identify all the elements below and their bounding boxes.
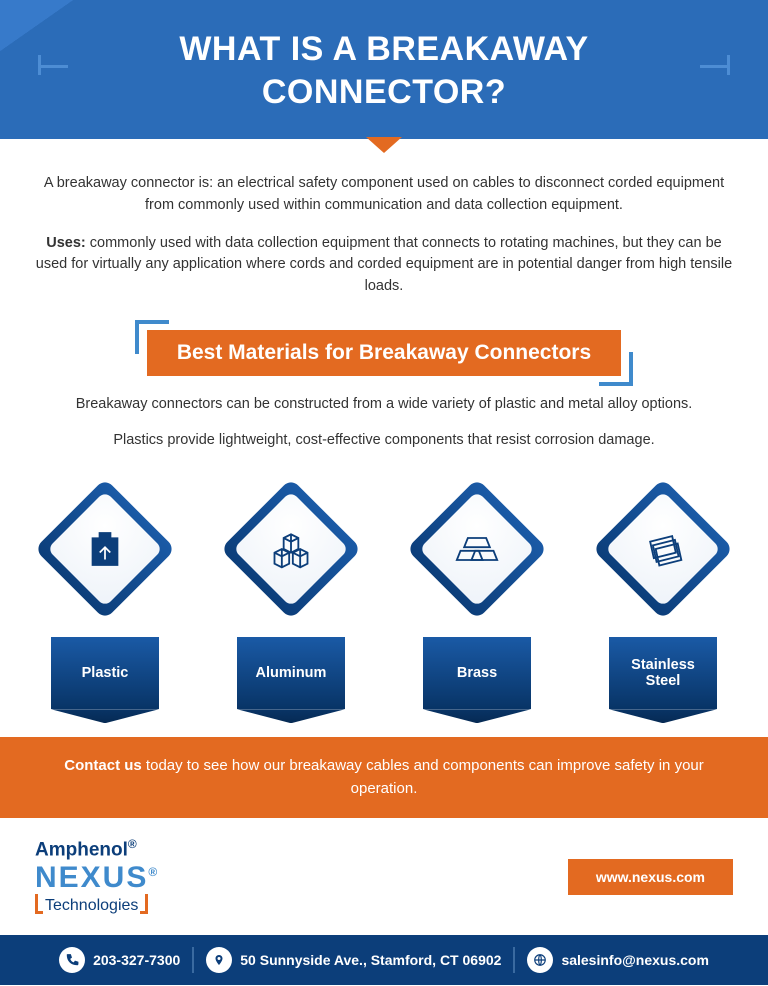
- card-top: [402, 485, 552, 571]
- phone-text: 203-327-7300: [93, 952, 180, 968]
- uses-body: commonly used with data collection equip…: [36, 235, 732, 295]
- registered-mark: ®: [128, 837, 137, 851]
- diamond-inner: [605, 491, 721, 607]
- registered-mark: ®: [148, 865, 159, 879]
- card-label: Aluminum: [237, 637, 345, 709]
- boxes-icon: [269, 527, 313, 571]
- website-button[interactable]: www.nexus.com: [568, 859, 733, 895]
- globe-icon: [527, 947, 553, 973]
- brand-nexus-text: NEXUS: [35, 861, 148, 894]
- card-top: [30, 485, 180, 571]
- address-item: 50 Sunnyside Ave., Stamford, CT 06902: [206, 947, 501, 973]
- brand-tech-text: Technologies: [45, 897, 138, 914]
- brand-amphenol-text: Amphenol: [35, 840, 128, 861]
- website-label: www.nexus.com: [596, 869, 705, 885]
- sheets-icon: [641, 527, 685, 571]
- brand-nexus: NEXUS®: [35, 861, 159, 894]
- uses-label: Uses:: [46, 235, 86, 251]
- bag-icon: [84, 528, 126, 570]
- diamond-shape: [592, 479, 733, 620]
- section-banner-wrap: Best Materials for Breakaway Connectors: [0, 330, 768, 376]
- cta-strong: Contact us: [64, 757, 142, 774]
- header: WHAT IS A BREAKAWAY CONNECTOR?: [0, 0, 768, 139]
- bracket-right-icon: [140, 894, 148, 914]
- card-top: [588, 485, 738, 571]
- diamond-inner: [419, 491, 535, 607]
- diamond-shape: [34, 479, 175, 620]
- card-label-text: Stainless Steel: [615, 657, 711, 689]
- intro-block: A breakaway connector is: an electrical …: [0, 155, 768, 320]
- material-card-plastic: Plastic: [25, 485, 185, 709]
- phone-item[interactable]: 203-327-7300: [59, 947, 180, 973]
- diamond-inner: [233, 491, 349, 607]
- bracket-top-left-icon: [135, 320, 169, 354]
- email-text: salesinfo@nexus.com: [561, 952, 708, 968]
- phone-icon: [59, 947, 85, 973]
- bracket-left-icon: [35, 894, 43, 914]
- diamond-shape: [220, 479, 361, 620]
- materials-intro: Breakaway connectors can be constructed …: [0, 394, 768, 452]
- materials-line2: Plastics provide lightweight, cost-effec…: [30, 430, 738, 452]
- page-title: WHAT IS A BREAKAWAY CONNECTOR?: [60, 28, 708, 113]
- contact-footer: 203-327-7300 50 Sunnyside Ave., Stamford…: [0, 935, 768, 985]
- email-item[interactable]: salesinfo@nexus.com: [527, 947, 708, 973]
- header-notch-icon: [366, 137, 402, 153]
- bracket-bottom-right-icon: [599, 352, 633, 386]
- divider-icon: [192, 947, 194, 973]
- material-card-stainless-steel: Stainless Steel: [583, 485, 743, 709]
- material-card-brass: Brass: [397, 485, 557, 709]
- section-banner: Best Materials for Breakaway Connectors: [147, 330, 621, 376]
- material-card-aluminum: Aluminum: [211, 485, 371, 709]
- section-banner-label: Best Materials for Breakaway Connectors: [177, 341, 591, 364]
- card-top: [216, 485, 366, 571]
- brand-technologies: Technologies: [35, 894, 159, 915]
- address-text: 50 Sunnyside Ave., Stamford, CT 06902: [240, 952, 501, 968]
- cta-banner: Contact us today to see how our breakawa…: [0, 737, 768, 818]
- card-label: Plastic: [51, 637, 159, 709]
- card-label: Stainless Steel: [609, 637, 717, 709]
- brand-row: Amphenol® NEXUS® Technologies www.nexus.…: [0, 818, 768, 935]
- cta-rest: today to see how our breakaway cables an…: [142, 757, 704, 797]
- diamond-shape: [406, 479, 547, 620]
- divider-icon: [513, 947, 515, 973]
- brand-amphenol: Amphenol®: [35, 838, 159, 861]
- diamond-inner: [47, 491, 163, 607]
- materials-line1: Breakaway connectors can be constructed …: [30, 394, 738, 416]
- definition-text: A breakaway connector is: an electrical …: [30, 173, 738, 217]
- location-icon: [206, 947, 232, 973]
- ingots-icon: [454, 527, 500, 571]
- materials-row: Plastic A: [0, 465, 768, 737]
- brand-logo: Amphenol® NEXUS® Technologies: [35, 838, 159, 915]
- uses-text: Uses: commonly used with data collection…: [30, 233, 738, 298]
- card-label: Brass: [423, 637, 531, 709]
